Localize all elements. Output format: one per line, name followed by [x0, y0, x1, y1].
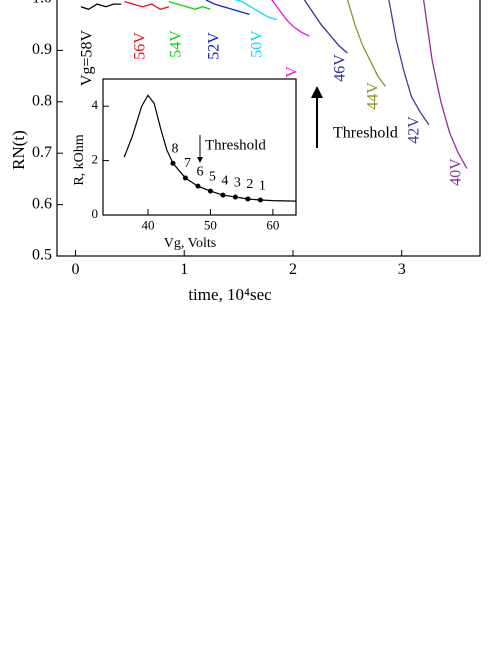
series-line	[388, 0, 430, 126]
series-line	[234, 0, 277, 21]
y-tick-label: 0	[92, 206, 99, 221]
series-label: 52V	[206, 32, 223, 60]
point	[207, 188, 213, 194]
series-label: 40V	[448, 158, 465, 186]
point-label: 3	[234, 175, 241, 190]
series-label: 56V	[132, 32, 149, 60]
series-label: 54V	[168, 30, 185, 58]
point-label: 8	[171, 142, 178, 157]
y-tick-label: 0.8	[32, 92, 52, 109]
y-tick-label: 2	[92, 152, 99, 167]
x-tick-label: 2	[289, 261, 297, 278]
point-label: 1	[259, 178, 266, 193]
y-axis-label: RN(t)	[9, 130, 28, 170]
y-tick-label: 1.0	[32, 0, 52, 7]
point-label: 4	[221, 173, 228, 188]
series-line	[124, 0, 170, 11]
x-axis-label: time, 10⁴sec	[188, 285, 272, 304]
series-line	[168, 0, 211, 10]
point-label: 7	[184, 156, 191, 171]
x-tick-label: 40	[141, 218, 154, 233]
x-tick-label: 0	[71, 261, 79, 278]
point	[257, 197, 263, 203]
x-tick-label: 50	[204, 218, 217, 233]
y-tick-label: 4	[92, 97, 99, 112]
y-tick-label: 0.6	[32, 195, 52, 212]
x-tick-label: 1	[180, 261, 188, 278]
point-label: 2	[246, 177, 253, 192]
inset-annotation: Threshold	[205, 137, 266, 153]
y-tick-label: 0.5	[32, 247, 52, 264]
point	[170, 160, 176, 166]
y-tick-label: 0.7	[32, 144, 52, 161]
point	[195, 183, 201, 189]
series-line	[303, 0, 348, 54]
point-label: 5	[209, 169, 216, 184]
inset-y-label: R, kOhm	[72, 134, 87, 185]
series-label: 42V	[406, 116, 423, 144]
series-label: 46V	[332, 54, 349, 82]
x-tick-label: 3	[398, 261, 406, 278]
x-tick-label: 60	[266, 218, 279, 233]
series-label: Vg=58V	[79, 29, 96, 86]
series-label: 44V	[365, 82, 382, 110]
point	[245, 196, 251, 202]
point	[182, 175, 188, 181]
point	[232, 194, 238, 200]
series-line	[422, 0, 468, 169]
series-line	[271, 0, 310, 37]
inset-x-label: Vg, Volts	[164, 236, 216, 251]
series-line	[80, 3, 122, 11]
y-tick-label: 0.9	[32, 41, 52, 58]
series-line	[346, 0, 386, 87]
series-label: 50V	[249, 30, 266, 58]
point-label: 6	[196, 164, 203, 179]
annotation: Threshold	[333, 125, 398, 142]
series-line	[205, 0, 250, 16]
point	[220, 192, 226, 198]
plot-frame	[56, 0, 481, 257]
